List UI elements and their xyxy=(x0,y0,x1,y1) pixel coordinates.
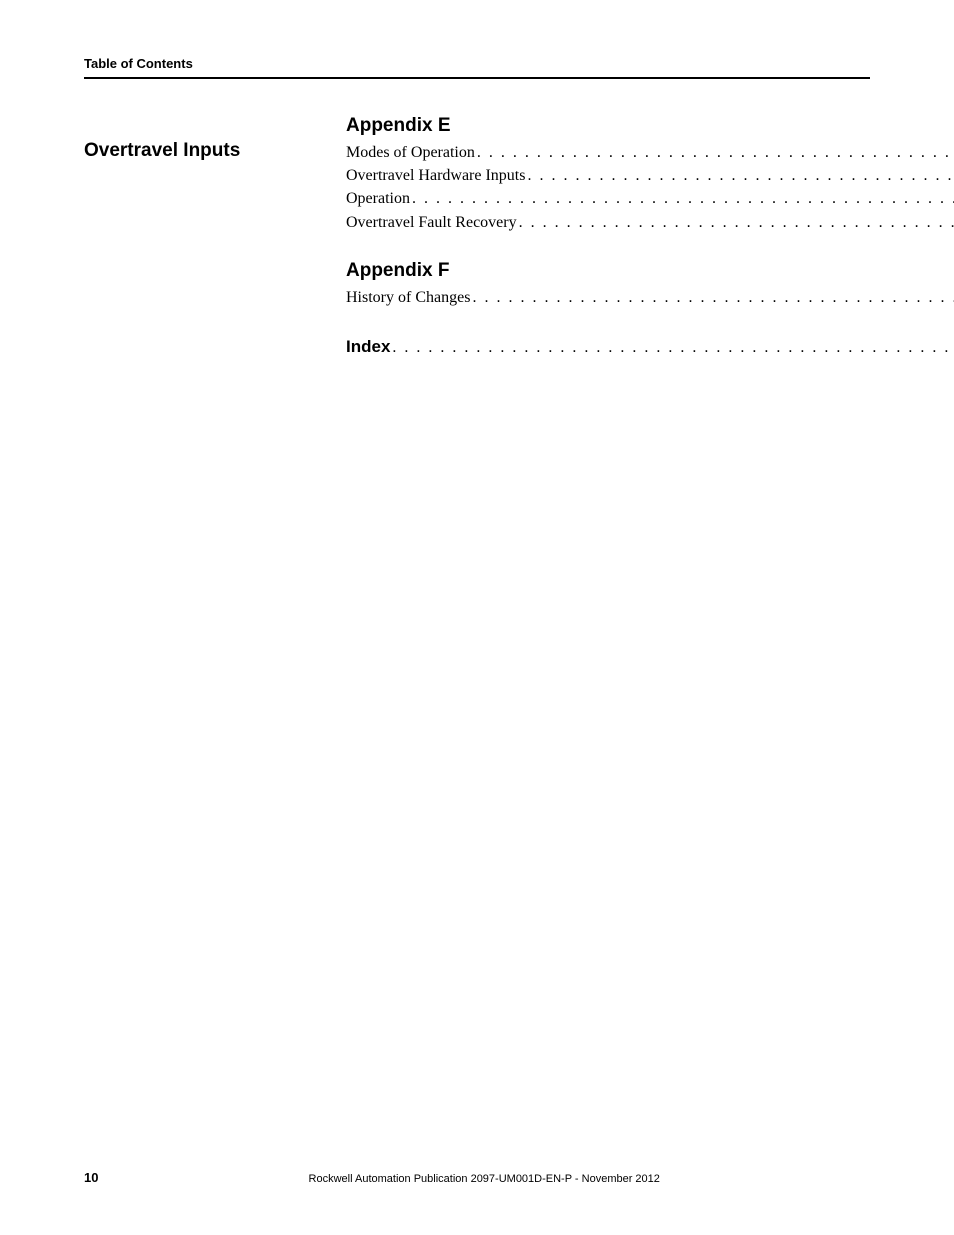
toc-entry: Operation 219 xyxy=(346,187,954,210)
footer-publication-text: Rockwell Automation Publication 2097-UM0… xyxy=(98,1173,870,1185)
footer-page-number: 10 xyxy=(84,1170,98,1185)
toc-section-appendix-e: Appendix E Modes of Operation 217 Overtr… xyxy=(346,115,954,234)
toc-section-appendix-f: Appendix F History of Changes 221 xyxy=(346,260,954,309)
toc-entry-label: Index xyxy=(346,335,390,360)
toc-entry: Index 223 xyxy=(346,335,954,360)
header-bar: Table of Contents xyxy=(84,56,870,79)
toc-dot-leader xyxy=(475,141,954,164)
toc-dot-leader xyxy=(390,336,954,359)
toc-entry: Overtravel Hardware Inputs 218 xyxy=(346,164,954,187)
toc-entry: Overtravel Fault Recovery 220 xyxy=(346,211,954,234)
toc-dot-leader xyxy=(410,187,954,210)
section-heading: Appendix E xyxy=(346,115,954,137)
toc-entry: History of Changes 221 xyxy=(346,286,954,309)
header-title: Table of Contents xyxy=(84,56,193,71)
page-footer: 10 Rockwell Automation Publication 2097-… xyxy=(84,1170,870,1185)
toc-dot-leader xyxy=(525,164,954,187)
section-heading: Appendix F xyxy=(346,260,954,282)
main-column: Appendix E Modes of Operation 217 Overtr… xyxy=(346,115,954,386)
toc-entry-label: Operation xyxy=(346,187,410,210)
toc-dot-leader xyxy=(517,211,954,234)
toc-section-index: Index 223 xyxy=(346,335,954,360)
side-column: Overtravel Inputs xyxy=(84,115,346,164)
toc-entry: Modes of Operation 217 xyxy=(346,141,954,164)
page: Table of Contents Overtravel Inputs Appe… xyxy=(0,0,954,1235)
toc-dot-leader xyxy=(470,286,954,309)
side-heading: Overtravel Inputs xyxy=(84,139,346,164)
content-row: Overtravel Inputs Appendix E Modes of Op… xyxy=(84,115,870,386)
toc-entry-label: Modes of Operation xyxy=(346,141,475,164)
toc-entry-label: Overtravel Fault Recovery xyxy=(346,211,517,234)
toc-entry-label: History of Changes xyxy=(346,286,470,309)
toc-entry-label: Overtravel Hardware Inputs xyxy=(346,164,525,187)
